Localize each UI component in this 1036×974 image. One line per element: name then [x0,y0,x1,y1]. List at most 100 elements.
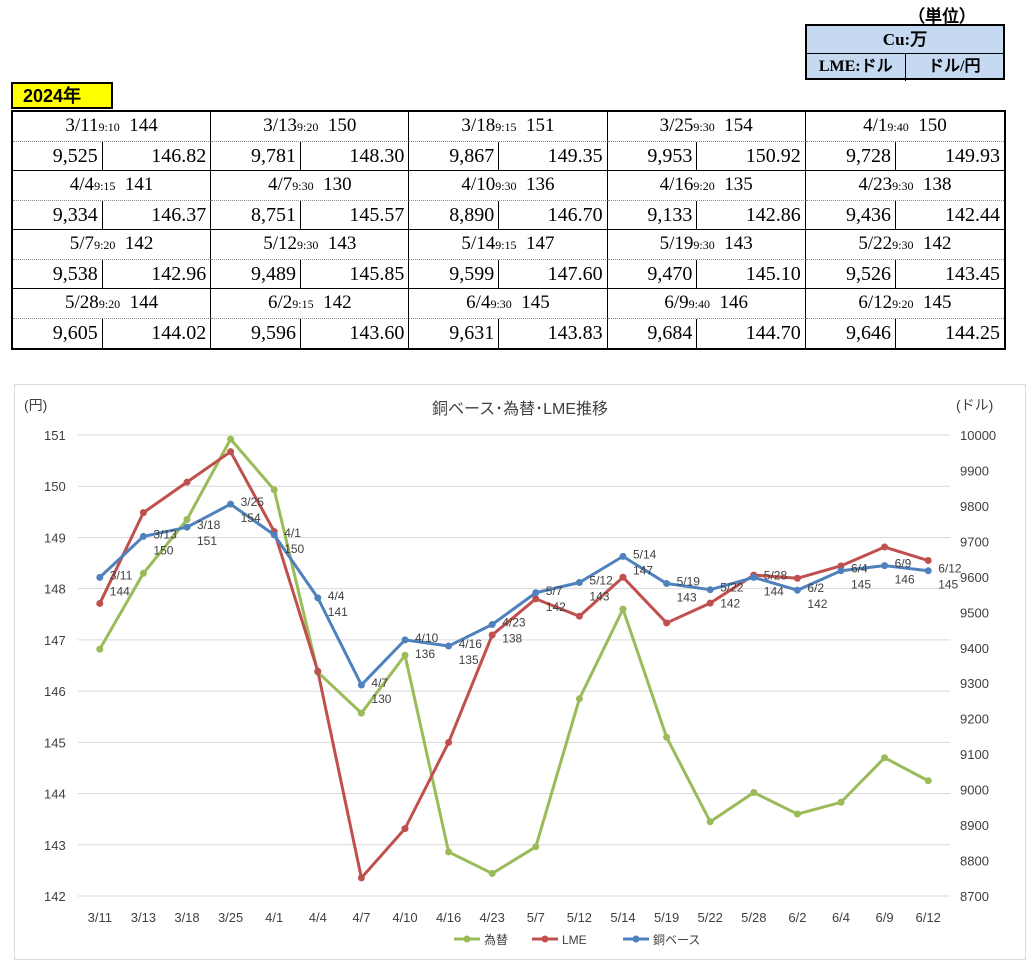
legend-marker [632,935,640,943]
table-cell-header: 3/119:10 144 [13,112,212,142]
table-cell-values: 8,890 146.70 [409,201,608,230]
table-lme: 9,599 [409,260,500,288]
table-fx: 144.25 [944,322,1000,344]
series-point-0 [793,810,801,818]
unit-row: LME:ドル ドル/円 [807,54,1003,81]
table-cell-values: 9,599 147.60 [409,260,608,289]
table-cu: 145 [913,292,952,313]
table-cell-header: 4/239:30 138 [805,171,1004,201]
table-fx: 145.85 [349,263,405,285]
table-cell-values: 9,489 145.85 [211,260,410,289]
table-time: 9:40 [887,120,909,134]
x-tick: 4/23 [480,910,505,925]
annotation-date: 6/2 [807,581,824,595]
table-cu: 143 [318,233,357,254]
y-tick-right: 9600 [960,570,989,585]
chart-frame [14,384,1026,960]
y-tick-left: 146 [44,684,66,699]
table-lme: 9,525 [13,142,103,170]
table-date: 4/7 [267,174,293,195]
table-date: 5/14 [461,233,496,254]
table-fx: 146.82 [151,145,207,167]
table-date: 4/1 [863,115,888,136]
table-fx: 146.37 [151,204,207,226]
x-tick: 5/19 [654,910,679,925]
series-line-2 [98,502,929,687]
y-tick-right: 9700 [960,534,989,549]
annotation-value: 135 [459,653,479,667]
table-date: 3/25 [659,115,694,136]
table-fx: 145.10 [745,263,801,285]
table-time: 9:40 [688,297,710,311]
table-lme: 9,684 [608,319,698,348]
annotation-date: 3/11 [110,568,133,582]
y-tick-right: 9300 [960,676,989,691]
annotation-value: 150 [284,542,304,556]
price-chart: 142 143 144 145 146 147 148 149 150 151 8700 8800 89… [14,384,1026,960]
table-cell-header: 4/79:30 130 [211,171,410,201]
annotation-value: 151 [197,534,217,548]
table-fx: 142.96 [151,263,207,285]
x-tick: 6/9 [876,910,894,925]
table-cell-values: 9,133 142.86 [607,201,806,230]
table-cell-header: 5/149:15 147 [409,230,608,260]
table-time: 9:10 [98,120,120,134]
annotation-value: 146 [895,573,915,587]
series-point-2 [314,594,322,602]
annotation-date: 6/4 [851,562,868,576]
annotation-value: 130 [371,692,391,706]
table-cell-header: 6/99:40 146 [607,289,806,319]
table-lme: 9,470 [608,260,698,288]
unit-lme: LME:ドル [807,54,906,81]
table-cell-values: 9,728 149.93 [805,142,1004,171]
table-cu: 141 [115,174,154,195]
series-point-0 [488,869,496,877]
y-tick-right: 8700 [960,889,989,904]
table-cu: 138 [913,174,952,195]
annotation-value: 150 [153,543,173,557]
series-point-1 [227,448,235,456]
series-point-1 [532,595,540,603]
series-point-2 [357,681,365,689]
table-fx: 143.83 [547,322,603,344]
table-cu: 146 [710,292,749,313]
legend-label: 銅ベース [653,933,700,947]
table-lme: 9,596 [211,319,301,348]
table-cell-header: 4/49:15 141 [13,171,212,201]
x-tick: 5/28 [741,910,766,925]
series-point-2 [706,586,714,594]
annotation-value: 143 [589,590,609,604]
table-lme: 8,890 [409,201,500,229]
annotation-date: 3/18 [197,518,221,532]
y-tick-left: 142 [44,889,66,904]
table-time: 9:15 [495,120,517,134]
series-point-0 [706,818,714,826]
table-cell-header: 5/79:20 142 [13,230,212,260]
table-time: 9:30 [892,179,914,193]
series-line-0 [98,437,929,875]
x-tick: 6/4 [832,910,850,925]
series-point-2 [663,580,671,588]
annotation-value: 144 [764,584,784,598]
table-cu: 151 [516,115,555,136]
table-time: 9:15 [495,238,517,252]
series-point-0 [575,695,583,703]
table-time: 9:20 [98,297,121,311]
table-fx: 149.93 [944,145,1000,167]
table-date: 6/12 [858,292,893,313]
series-point-0 [445,848,453,856]
y-tick-left: 143 [44,838,66,853]
annotation-value: 138 [502,632,522,646]
annotation-date: 3/13 [153,527,177,541]
series-point-2 [793,586,801,594]
annotation-value: 143 [677,591,697,605]
table-cu: 145 [511,292,550,313]
series-point-1 [706,599,714,607]
annotation-date: 4/23 [502,616,526,630]
table-cell-values: 9,525 146.82 [13,142,212,171]
annotation-value: 141 [328,605,348,619]
table-cell-values: 9,684 144.70 [608,319,806,348]
table-cu: 142 [913,233,952,254]
table-cell-header: 5/229:30 142 [805,230,1004,260]
chart-title: 銅ベース･為替･LME推移 [432,400,608,418]
